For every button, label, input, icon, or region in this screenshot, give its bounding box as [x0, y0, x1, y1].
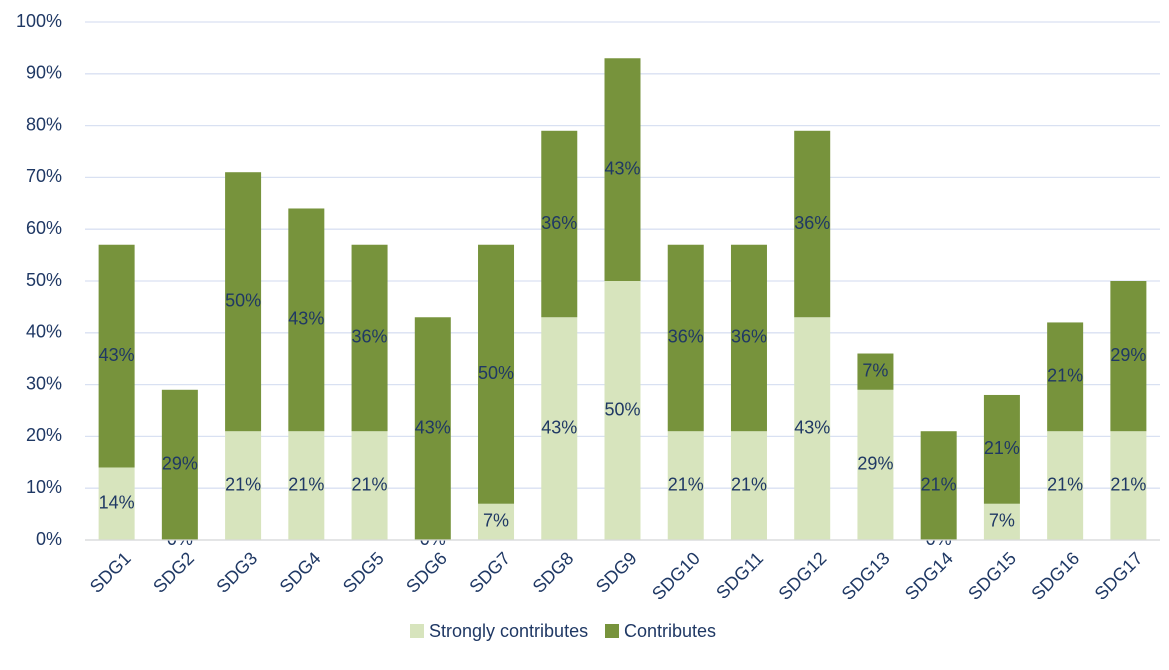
bar-segment — [857, 389, 894, 540]
y-tick-label: 10% — [26, 477, 62, 497]
data-label: 36% — [352, 327, 388, 347]
bar-segment — [667, 431, 704, 540]
x-tick-label: SDG1 — [86, 548, 135, 597]
x-tick-label: SDG16 — [1027, 548, 1083, 604]
y-tick-label: 0% — [36, 529, 62, 549]
data-label: 21% — [668, 474, 704, 494]
data-label: 7% — [483, 511, 509, 531]
bar-segment — [794, 130, 831, 318]
data-label: 7% — [862, 360, 888, 380]
legend-swatch — [605, 624, 619, 638]
y-tick-label: 50% — [26, 270, 62, 290]
bar-segment — [288, 431, 325, 540]
x-tick-label: SDG9 — [592, 548, 641, 597]
bar-segment — [730, 431, 767, 540]
x-tick-label: SDG8 — [529, 548, 578, 597]
data-label: 21% — [731, 474, 767, 494]
x-tick-label: SDG5 — [339, 548, 388, 597]
bar-segment — [351, 244, 388, 432]
bar-segment — [351, 431, 388, 540]
data-label: 43% — [604, 158, 640, 178]
data-label: 21% — [352, 474, 388, 494]
bar-segment — [920, 431, 957, 540]
x-tick-label: SDG17 — [1091, 548, 1147, 604]
data-label: 29% — [857, 454, 893, 474]
y-tick-label: 80% — [26, 114, 62, 134]
x-tick-label: SDG14 — [901, 548, 957, 604]
data-label: 50% — [225, 290, 261, 310]
x-tick-label: SDG12 — [775, 548, 831, 604]
bar-segment — [983, 394, 1020, 504]
data-label: 21% — [1110, 474, 1146, 494]
data-label: 43% — [288, 309, 324, 329]
data-label: 21% — [984, 438, 1020, 458]
y-tick-label: 70% — [26, 166, 62, 186]
data-label: 29% — [1110, 345, 1146, 365]
data-label: 7% — [989, 511, 1015, 531]
bar-segment — [730, 244, 767, 432]
y-tick-label: 100% — [16, 11, 62, 31]
bar-segment — [857, 353, 894, 390]
data-label: 50% — [604, 399, 640, 419]
x-tick-label: SDG15 — [964, 548, 1020, 604]
data-label: 29% — [162, 454, 198, 474]
bar-segment — [288, 208, 325, 432]
legend-label: Strongly contributes — [429, 621, 588, 641]
bar-segment — [161, 389, 198, 540]
data-label: 36% — [541, 213, 577, 233]
y-tick-label: 90% — [26, 63, 62, 83]
bar-segment — [541, 130, 578, 318]
bar-segment — [1047, 431, 1084, 540]
data-label: 50% — [478, 363, 514, 383]
data-label: 36% — [668, 327, 704, 347]
data-label: 21% — [1047, 366, 1083, 386]
data-label: 14% — [99, 492, 135, 512]
data-label: 36% — [794, 213, 830, 233]
bar-segment — [478, 503, 515, 540]
data-label: 21% — [288, 474, 324, 494]
data-label: 43% — [541, 417, 577, 437]
data-label: 21% — [225, 474, 261, 494]
x-tick-label: SDG3 — [212, 548, 261, 597]
x-tick-label: SDG13 — [838, 548, 894, 604]
bar-segment — [98, 244, 135, 468]
data-label: 21% — [1047, 474, 1083, 494]
bar-segment — [604, 281, 641, 540]
bar-segment — [667, 244, 704, 432]
bar-segment — [1110, 431, 1147, 540]
bar-segment — [225, 431, 262, 540]
x-tick-label: SDG4 — [276, 548, 325, 597]
y-tick-label: 60% — [26, 218, 62, 238]
x-tick-label: SDG2 — [149, 548, 198, 597]
y-tick-label: 40% — [26, 322, 62, 342]
x-tick-label: SDG7 — [465, 548, 514, 597]
bar-segment — [478, 244, 515, 504]
bar-segment — [604, 58, 641, 282]
bar-segment — [794, 317, 831, 540]
data-label: 43% — [99, 345, 135, 365]
bar-segment — [1047, 322, 1084, 432]
bar-segment — [98, 467, 135, 540]
y-tick-label: 20% — [26, 425, 62, 445]
bar-segment — [1110, 281, 1147, 432]
legend-swatch — [410, 624, 424, 638]
data-label: 21% — [921, 474, 957, 494]
x-tick-label: SDG10 — [648, 548, 704, 604]
bar-segment — [541, 317, 578, 540]
x-tick-label: SDG6 — [402, 548, 451, 597]
y-tick-label: 30% — [26, 373, 62, 393]
bar-segment — [225, 172, 262, 432]
data-label: 43% — [794, 417, 830, 437]
legend-label: Contributes — [624, 621, 716, 641]
bar-segment — [983, 503, 1020, 540]
data-label: 43% — [415, 417, 451, 437]
x-tick-label: SDG11 — [712, 548, 767, 603]
bar-segment — [414, 317, 451, 540]
data-label: 36% — [731, 327, 767, 347]
